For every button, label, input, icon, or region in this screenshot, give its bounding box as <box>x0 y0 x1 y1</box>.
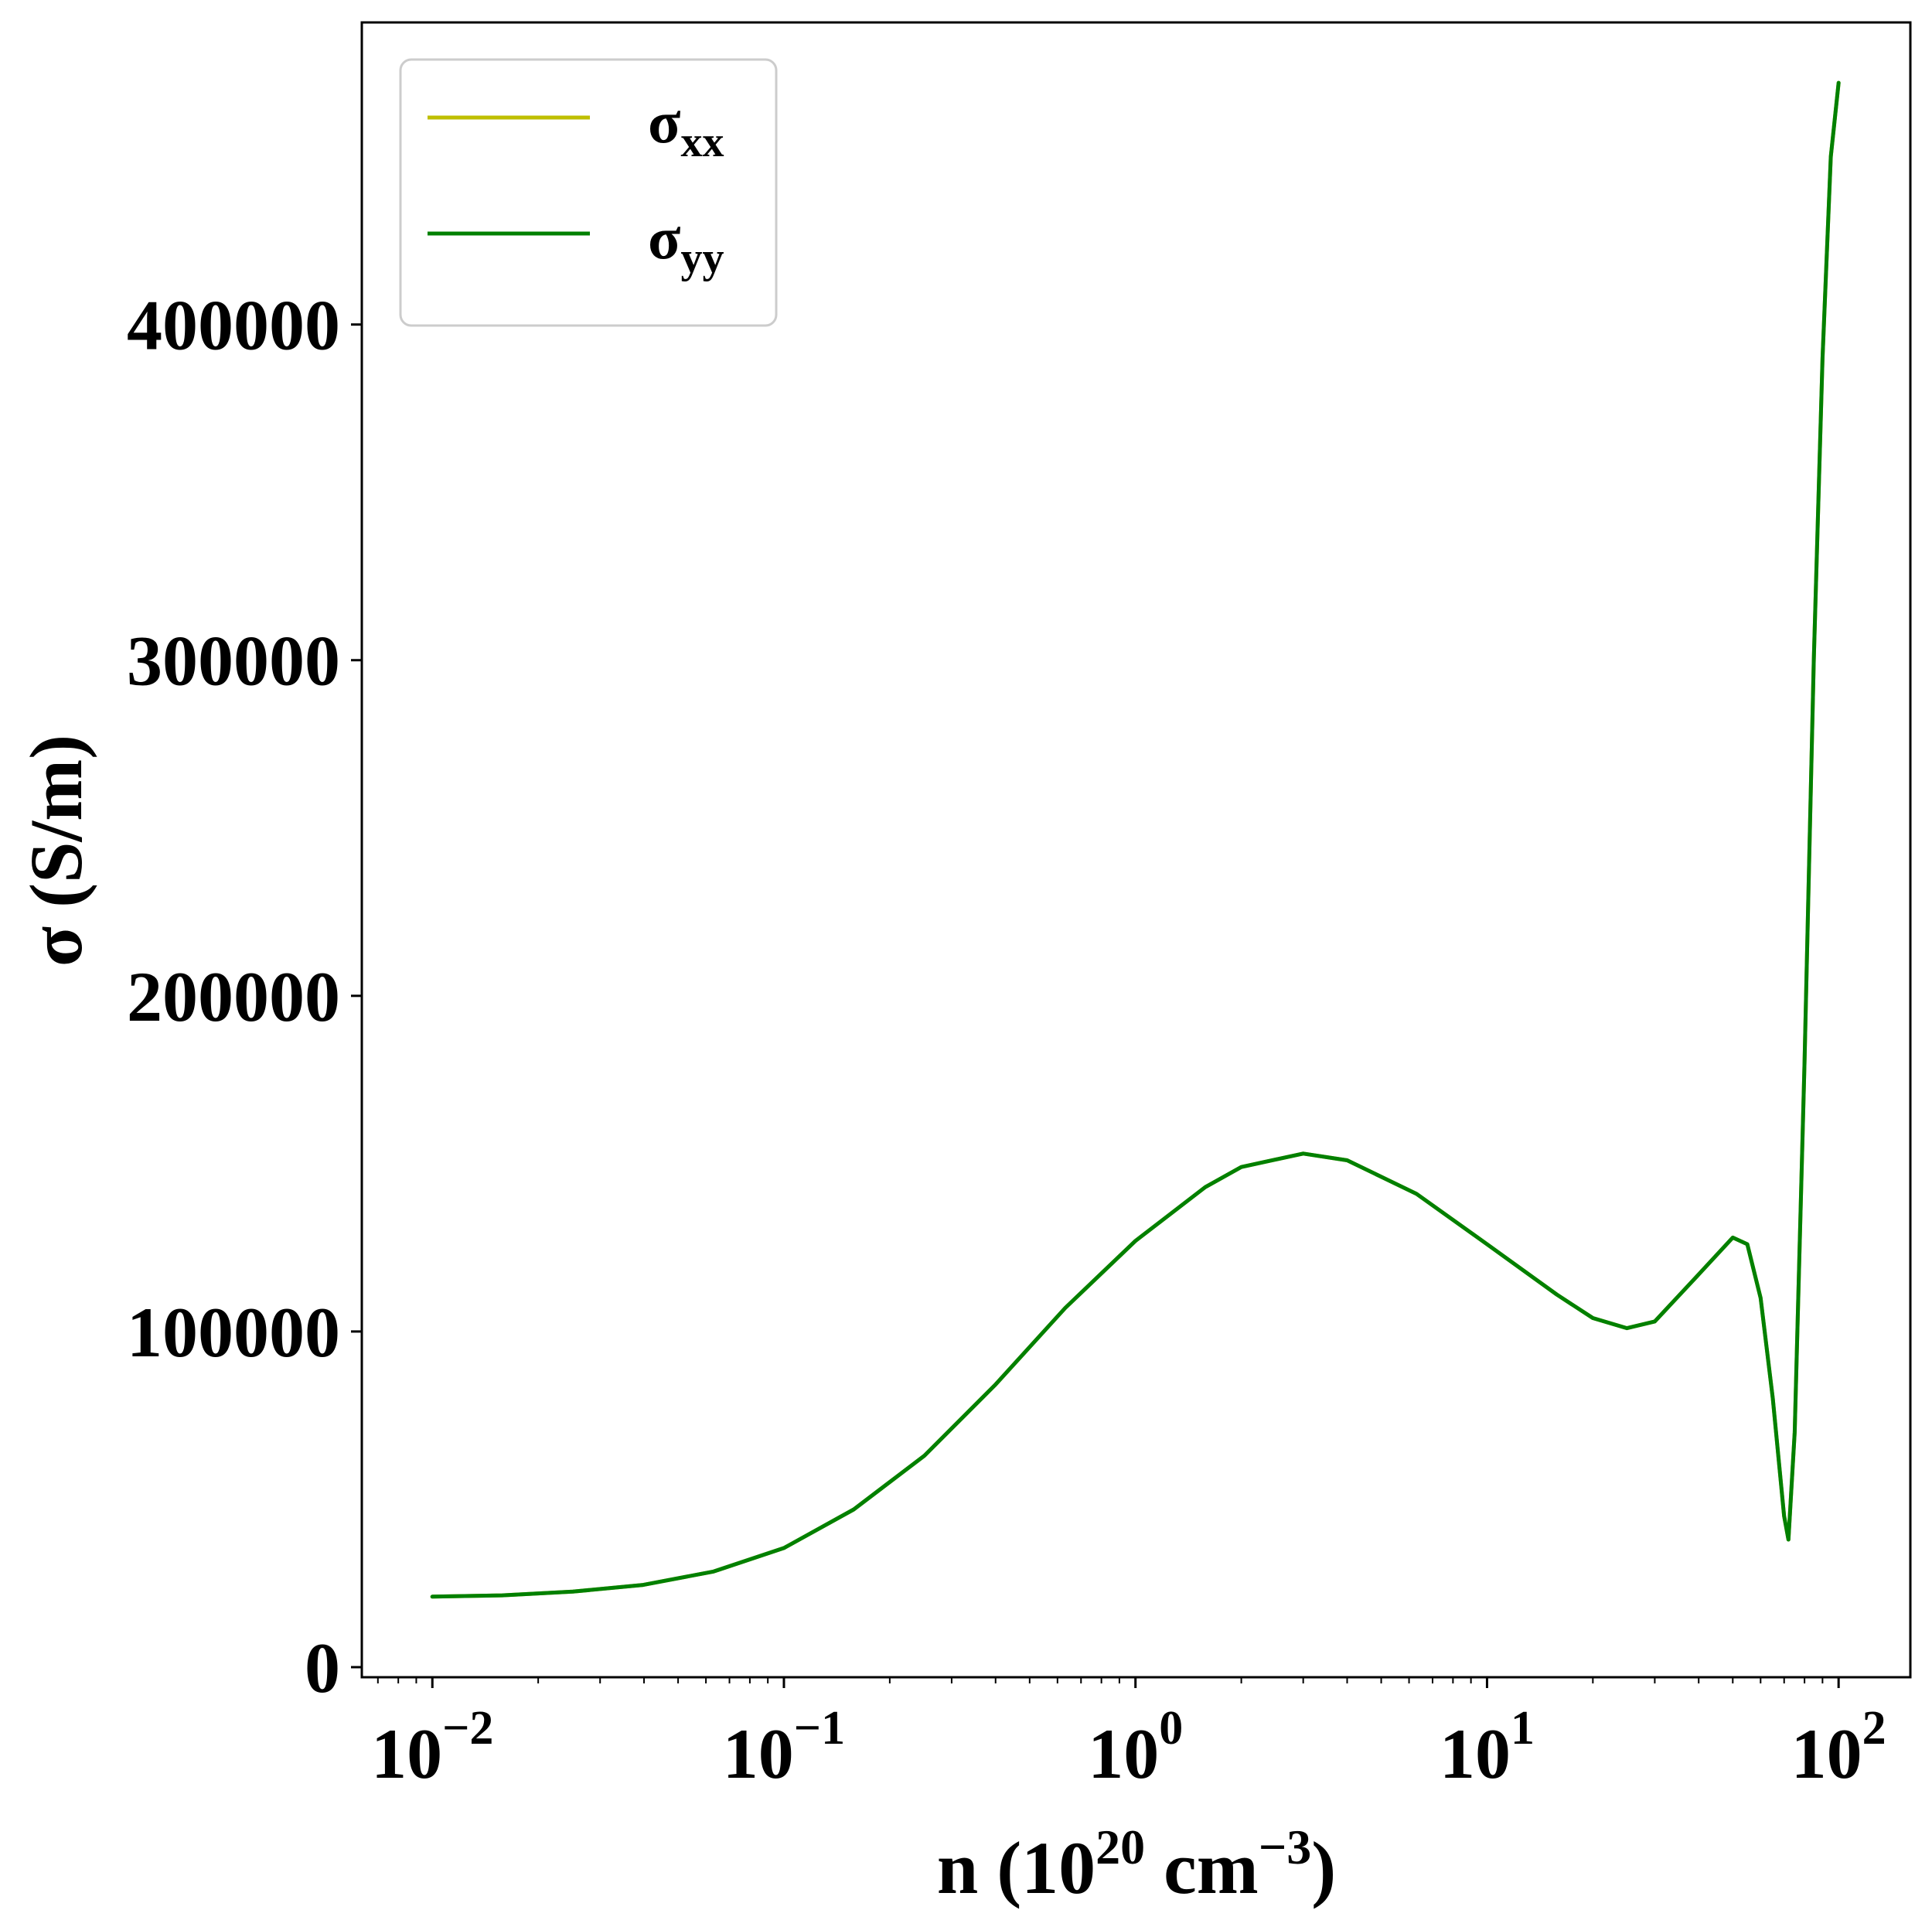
y-axis-label: σ (S/m) <box>15 735 97 967</box>
x-axis-label-middle: cm <box>1145 1826 1259 1909</box>
x-axis-label-prefix: n (10 <box>937 1826 1095 1909</box>
legend: σxx σyy <box>399 58 778 327</box>
series-line-1 <box>430 80 1841 1599</box>
x-axis-label-suffix: ) <box>1311 1826 1336 1909</box>
y-tick-label-0: 0 <box>305 1629 340 1707</box>
x-tick-label-3: 101 <box>1440 1702 1535 1793</box>
x-tick-label-1: 10−1 <box>723 1702 845 1793</box>
x-axis-label: n (1020 cm−3) <box>937 1820 1336 1909</box>
x-axis-label-sup1: 20 <box>1095 1820 1145 1874</box>
legend-label-sigma-yy-main: σ <box>648 204 680 271</box>
y-tick-label-2: 200000 <box>127 957 340 1036</box>
legend-label-sigma-xx-main: σ <box>648 88 680 155</box>
legend-label-sigma-xx-sub: xx <box>680 118 724 166</box>
legend-label-sigma-yy: σyy <box>648 204 724 282</box>
y-tick-label-4: 400000 <box>127 286 340 365</box>
plot-lines <box>430 80 1841 1599</box>
x-axis-label-sup2: −3 <box>1259 1820 1311 1874</box>
y-ticks: 0 100000 200000 300000 400000 <box>127 286 362 1707</box>
y-tick-label-1: 100000 <box>127 1293 340 1372</box>
x-tick-label-0: 10−2 <box>371 1702 493 1793</box>
x-tick-label-2: 100 <box>1088 1702 1183 1793</box>
x-ticks: 10−2 10−1 100 101 102 <box>371 1677 1886 1793</box>
legend-label-sigma-yy-sub: yy <box>680 234 724 282</box>
y-tick-label-3: 300000 <box>127 622 340 701</box>
x-minor-ticks <box>377 1677 1824 1683</box>
legend-label-sigma-xx: σxx <box>648 88 724 166</box>
legend-box <box>399 58 778 327</box>
x-tick-label-4: 102 <box>1791 1702 1886 1793</box>
